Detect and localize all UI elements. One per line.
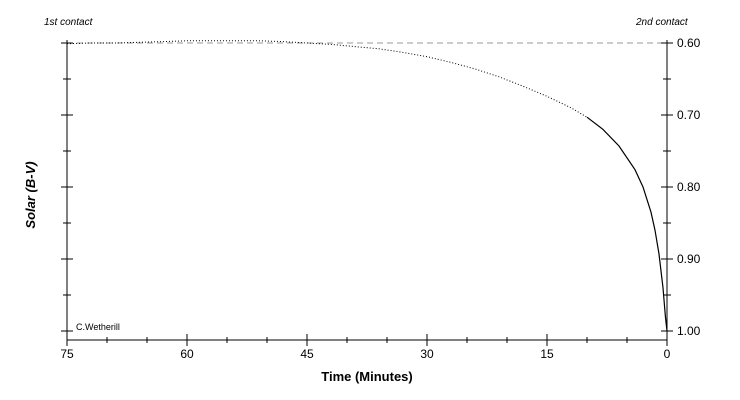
x-tick-labels: 75 60 45 30 15 0: [60, 347, 670, 361]
series-line-solid: [586, 116, 668, 332]
y-tick-label: 0.90: [677, 252, 701, 266]
y-tick-label: 0.70: [677, 108, 701, 122]
y-tick-label: 0.80: [677, 180, 701, 194]
x-tick-label: 0: [664, 347, 671, 361]
credit-label: C.Wetherill: [76, 322, 120, 332]
x-ticks: [66, 334, 668, 346]
y-tick-labels: 0.60 0.70 0.80 0.90 1.00: [677, 36, 701, 338]
x-tick-label: 60: [180, 347, 194, 361]
first-contact-label: 1st contact: [44, 17, 94, 28]
y-axis-title: Solar (B-V): [23, 161, 38, 228]
x-axis-title: Time (Minutes): [321, 369, 413, 384]
series-line-dotted: [66, 40, 588, 118]
second-contact-label: 2nd contact: [635, 17, 689, 28]
y-ticks: [61, 42, 673, 332]
x-tick-label: 15: [540, 347, 554, 361]
x-tick-label: 30: [420, 347, 434, 361]
y-tick-label: 0.60: [677, 36, 701, 50]
x-tick-label: 75: [60, 347, 74, 361]
y-tick-label: 1.00: [677, 324, 701, 338]
x-tick-label: 45: [300, 347, 314, 361]
